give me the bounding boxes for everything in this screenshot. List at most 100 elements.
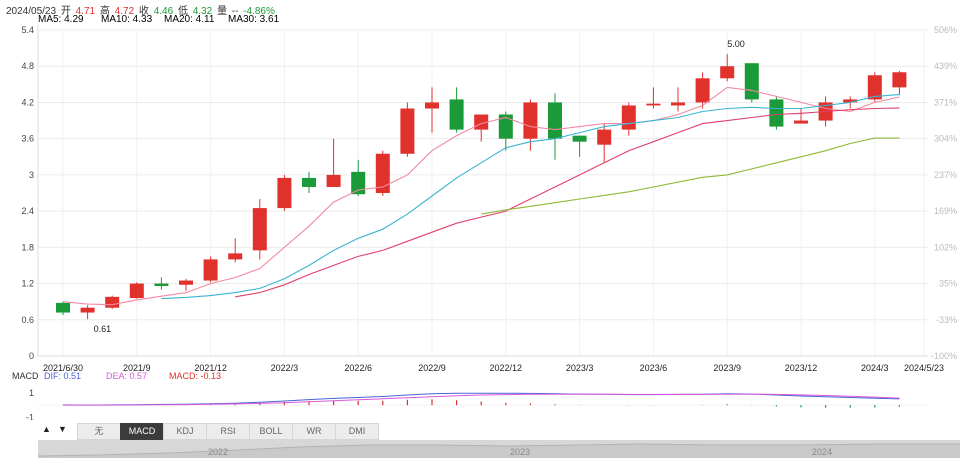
info-date: 2024/05/23 bbox=[6, 6, 57, 17]
candle-body bbox=[154, 283, 169, 286]
candle-body bbox=[523, 102, 538, 139]
right-tick-label: -100% bbox=[931, 351, 957, 361]
macd-dea-line bbox=[63, 393, 900, 406]
candle-body bbox=[203, 259, 218, 281]
ma-line-ma30 bbox=[481, 137, 900, 215]
ma-line-ma20 bbox=[235, 107, 900, 298]
candle-body bbox=[179, 280, 193, 285]
x-tick-label: 2023/12 bbox=[785, 363, 818, 373]
right-tick-label: 169% bbox=[934, 206, 957, 216]
ma-line-ma10 bbox=[161, 94, 900, 300]
y-tick-label: 1.8 bbox=[21, 242, 34, 252]
candle-body bbox=[400, 108, 415, 154]
change-value: -4.86% bbox=[243, 6, 275, 17]
high-value: 4.72 bbox=[114, 6, 135, 17]
navigator-label-2024: 2024 bbox=[812, 447, 833, 457]
ohlc-info-bar: 2024/05/23 开 4.71 高 4.72 收 4.46 低 4.32 量… bbox=[6, 2, 277, 17]
candle-body bbox=[129, 283, 144, 299]
high-label: 高 bbox=[99, 6, 110, 17]
x-tick-label: 2021/9 bbox=[123, 363, 151, 373]
macd-dea-legend: DEA: 0.57 bbox=[106, 371, 147, 381]
right-tick-label: 102% bbox=[934, 242, 957, 252]
macd-value-legend: MACD: -0.13 bbox=[169, 371, 221, 381]
right-tick-label: 35% bbox=[939, 279, 957, 289]
tab-dmi[interactable]: DMI bbox=[335, 423, 379, 440]
ma5-legend: MA5: 4.29 bbox=[38, 14, 84, 25]
candle-body bbox=[277, 177, 292, 209]
macd-tick-label: -1 bbox=[26, 413, 34, 420]
x-tick-label: 2022/3 bbox=[271, 363, 299, 373]
candle-body bbox=[375, 153, 390, 193]
candle-body bbox=[56, 302, 70, 313]
right-tick-label: -33% bbox=[936, 315, 957, 325]
extreme-value-label: 0.61 bbox=[94, 324, 112, 334]
candle-body bbox=[572, 135, 587, 142]
y-tick-label: 1.2 bbox=[21, 279, 34, 289]
close-label: 收 bbox=[138, 6, 149, 17]
candle-body bbox=[597, 129, 612, 145]
x-tick-label: 2022/9 bbox=[418, 363, 446, 373]
candle-body bbox=[425, 102, 439, 109]
tab-wr[interactable]: WR bbox=[292, 423, 336, 440]
candle-body bbox=[769, 99, 784, 127]
expand-down-icon[interactable]: ▼ bbox=[58, 424, 67, 434]
ma30-legend: MA30: 3.61 bbox=[228, 14, 280, 25]
candle-body bbox=[843, 99, 858, 103]
collapse-up-icon[interactable]: ▲ bbox=[42, 424, 51, 434]
candle-body bbox=[351, 171, 366, 195]
macd-title: MACD bbox=[12, 371, 39, 381]
candle-body bbox=[548, 102, 562, 139]
macd-tick-label: 1 bbox=[29, 388, 34, 398]
ma-line-ma5 bbox=[62, 86, 900, 306]
candle-body bbox=[646, 103, 661, 106]
right-tick-label: 439% bbox=[934, 61, 957, 71]
extreme-value-label: 5.00 bbox=[727, 39, 745, 49]
candle-body bbox=[621, 105, 636, 130]
candle-body bbox=[326, 174, 341, 187]
volume-value: -- bbox=[231, 6, 239, 17]
x-tick-label: 2024/3 bbox=[861, 363, 889, 373]
candle-body bbox=[302, 177, 316, 187]
x-tick-label: 2023/3 bbox=[566, 363, 594, 373]
x-tick-label: 2021/6/30 bbox=[43, 363, 83, 373]
y-tick-label: 0 bbox=[29, 351, 34, 361]
open-value: 4.71 bbox=[75, 6, 96, 17]
close-value: 4.46 bbox=[153, 6, 174, 17]
candle-body bbox=[892, 72, 907, 88]
macd-dif-legend: DIF: 0.51 bbox=[44, 371, 81, 381]
tab-rsi[interactable]: RSI bbox=[206, 423, 250, 440]
y-tick-label: 5.4 bbox=[21, 25, 34, 35]
candle-body bbox=[794, 120, 808, 124]
candle-body bbox=[867, 75, 882, 100]
candle-body bbox=[449, 99, 464, 130]
right-tick-label: 506% bbox=[934, 25, 957, 35]
navigator-sparkline bbox=[38, 443, 960, 458]
y-tick-label: 0.6 bbox=[21, 315, 34, 325]
tab-kdj[interactable]: KDJ bbox=[163, 423, 207, 440]
tab-macd[interactable]: MACD bbox=[120, 423, 164, 440]
price-chart[interactable]: 0 0.6 1.2 1.8 2.4 3 3.6 4.2 4.8 5.4 506% 439% 371% 30… bbox=[0, 0, 960, 420]
tab-boll[interactable]: BOLL bbox=[249, 423, 293, 440]
y-tick-label: 4.2 bbox=[21, 97, 34, 107]
x-tick-label: 2021/12 bbox=[194, 363, 227, 373]
volume-label: 量 bbox=[216, 6, 227, 17]
candle-body bbox=[744, 63, 759, 100]
ma20-legend: MA20: 4.11 bbox=[164, 14, 215, 25]
y-tick-label: 3 bbox=[29, 170, 34, 180]
candle-body bbox=[671, 102, 685, 106]
low-label: 低 bbox=[177, 6, 188, 17]
candle-body bbox=[695, 78, 710, 103]
x-tick-label: 2023/6 bbox=[640, 363, 668, 373]
ma10-legend: MA10: 4.33 bbox=[101, 14, 153, 25]
right-tick-label: 371% bbox=[934, 97, 957, 107]
candle-body bbox=[105, 296, 120, 308]
tab-none[interactable]: 无 bbox=[77, 423, 121, 440]
x-tick-label: 2022/12 bbox=[490, 363, 523, 373]
range-navigator[interactable] bbox=[38, 440, 960, 458]
y-tick-label: 3.6 bbox=[21, 134, 34, 144]
right-tick-label: 237% bbox=[934, 170, 957, 180]
open-label: 开 bbox=[60, 6, 71, 17]
navigator-label-2022: 2022 bbox=[208, 447, 229, 457]
candle-body bbox=[80, 307, 95, 313]
y-tick-label: 4.8 bbox=[21, 61, 34, 71]
